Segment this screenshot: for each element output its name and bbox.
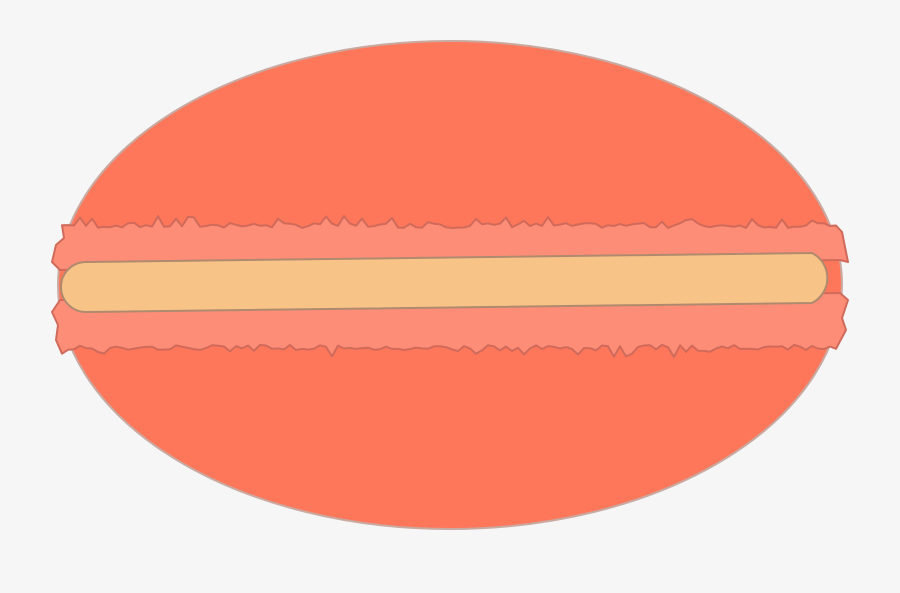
cream-filling bbox=[60, 251, 829, 314]
